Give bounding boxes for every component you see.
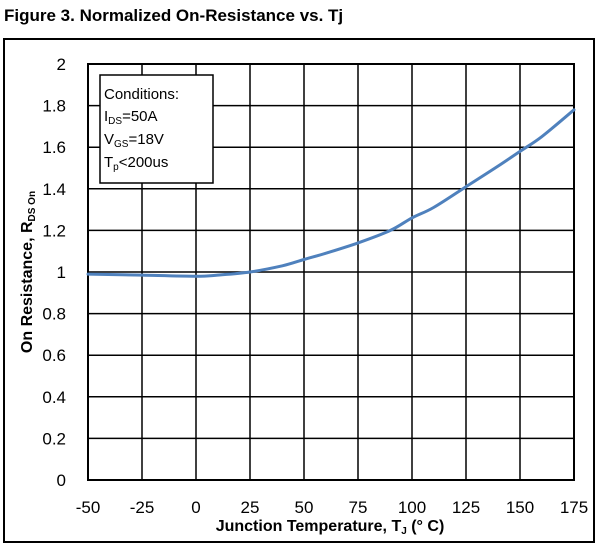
conditions-heading: Conditions: <box>104 86 179 103</box>
chart-frame <box>3 38 595 543</box>
series-line <box>86 108 576 278</box>
condition-vgs: VGS=18V <box>104 131 164 150</box>
x-axis-label: Junction Temperature, TJ (° C) <box>216 518 445 537</box>
x-tick-label: 125 <box>452 498 480 517</box>
y-tick-label: 0.4 <box>42 388 66 407</box>
x-tick-label: 0 <box>191 498 200 517</box>
condition-ids: IDS=50A <box>104 108 158 127</box>
y-tick-label: 0.6 <box>42 346 66 365</box>
plot-area <box>87 63 575 481</box>
y-tick-label: 1.6 <box>42 138 66 157</box>
figure-title: Figure 3. Normalized On-Resistance vs. T… <box>4 6 344 25</box>
x-tick-label: 50 <box>295 498 314 517</box>
conditions-box: Conditions: IDS=50A VGS=18V Tp<200us <box>99 74 214 184</box>
x-tick-label: 100 <box>398 498 426 517</box>
x-tick-label: 25 <box>241 498 260 517</box>
y-tick-label: 2 <box>57 55 66 74</box>
y-tick-label: 0 <box>57 471 66 490</box>
y-axis-label: On Resistance, RDS On <box>19 191 38 353</box>
x-tick-labels: -50 -25 0 25 50 75 100 125 150 175 <box>76 498 588 517</box>
x-tick-label: 75 <box>349 498 368 517</box>
x-tick-label: 175 <box>560 498 588 517</box>
y-tick-label: 0.8 <box>42 305 66 324</box>
y-tick-label: 1.2 <box>42 221 66 240</box>
y-tick-label: 1.8 <box>42 97 66 116</box>
x-tick-label: -50 <box>76 498 101 517</box>
y-tick-label: 1 <box>57 263 66 282</box>
x-tick-label: 150 <box>506 498 534 517</box>
y-tick-label: 1.4 <box>42 180 66 199</box>
condition-tp: Tp<200us <box>104 154 168 173</box>
x-tick-label: -25 <box>130 498 155 517</box>
y-tick-labels: 0 0.2 0.4 0.6 0.8 1 1.2 1.4 1.6 1.8 2 <box>42 55 66 490</box>
y-tick-label: 0.2 <box>42 429 66 448</box>
